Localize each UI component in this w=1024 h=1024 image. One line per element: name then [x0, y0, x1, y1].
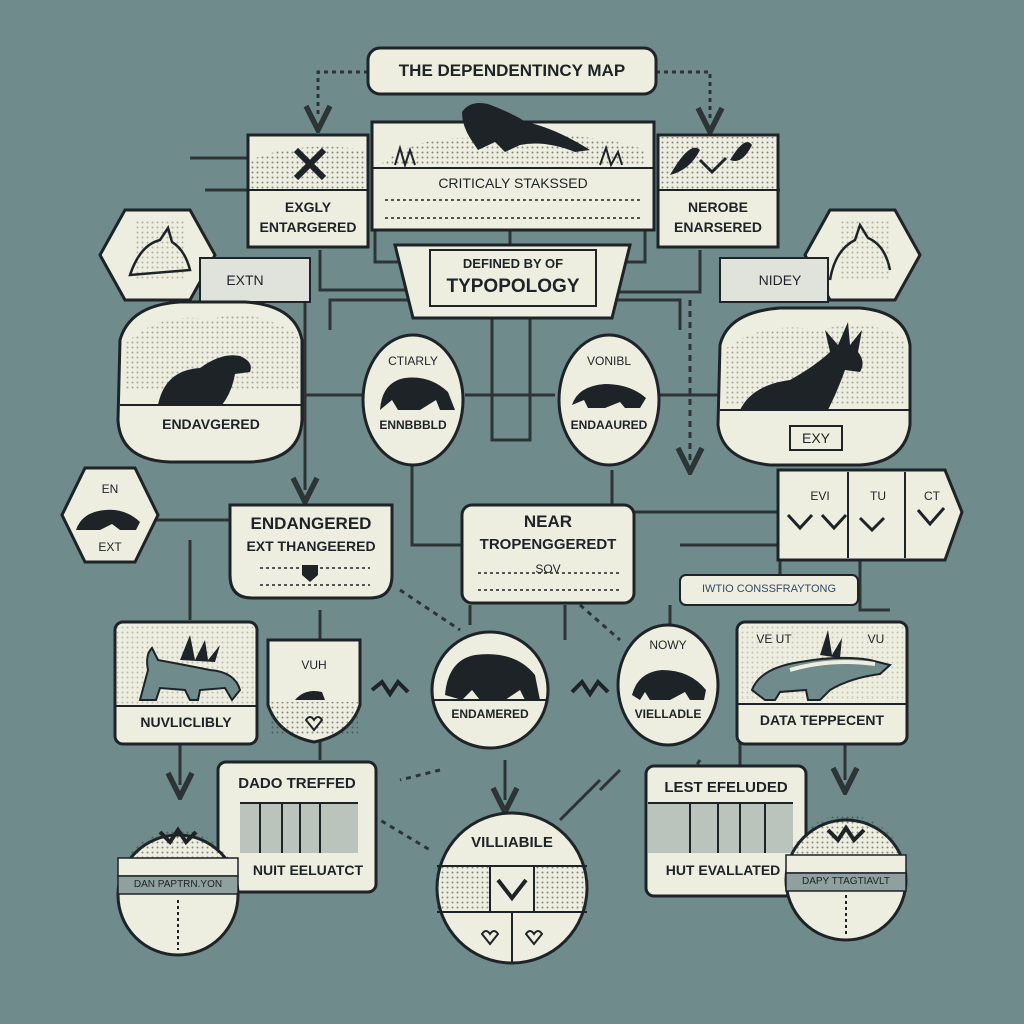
circle-vonibl-label: VONIBL: [586, 353, 631, 368]
checkmark-icon: [698, 156, 728, 175]
bear-silhouette-icon: [380, 377, 455, 410]
circle-ctiarly-label: CTIARLY: [388, 353, 438, 368]
row4-left-card: [113, 620, 259, 746]
mid-right-card-line1: NEAR: [523, 512, 573, 532]
bottom-left-box-sub: NUIT EELUATCT: [252, 861, 364, 878]
zigzag-arrow-right: [570, 678, 610, 698]
bottom-center-dial: [435, 811, 589, 965]
coyote-silhouette-icon: [138, 646, 242, 702]
bottom-left-dial-label: DAN PAPTRN.YON: [133, 878, 223, 890]
diagram-title: THE DEPENDENTINCY MAP: [398, 61, 626, 81]
right-strip: [776, 468, 964, 562]
left-hex-en: [60, 466, 160, 564]
ferret-silhouette-icon: [158, 355, 251, 405]
bottom-right-box: [644, 764, 808, 898]
top-left-card-line2: ENTARGERED: [259, 218, 357, 235]
row4-right-card-top-left: VE UT: [756, 631, 792, 646]
hub-label-line1: DEFINED BY OF: [462, 256, 564, 272]
bottom-left-box-title: DADO TREFFED: [238, 775, 356, 793]
right-banner-box: [679, 574, 859, 606]
bottom-right-box-sub: HUT EVALLATED: [665, 861, 781, 878]
row4-left-card-label: NUVLICLIBLY: [140, 713, 232, 730]
deer-silhouette-icon: [740, 322, 863, 410]
plant-icon: [180, 635, 220, 662]
shield-mini-icon: [302, 565, 318, 582]
circle-ctiarly-sub: ENNBBBLD: [379, 417, 447, 432]
left-animal-hex: [98, 208, 217, 302]
otter-silhouette-icon: [462, 103, 590, 152]
top-right-card-line1: NEROBE: [688, 198, 748, 215]
circle-vonibl-sub: ENDAAURED: [570, 417, 648, 432]
bottom-right-dial-label: DAPY TTAGTIAVLT: [802, 875, 890, 887]
mid-right-card-line2: TROPENGGEREDT: [479, 536, 617, 554]
row4-center-circle-label: ENDAMERED: [451, 706, 529, 721]
x-mark-icon: [293, 147, 327, 181]
row4-shield-label: VUH: [301, 657, 327, 672]
left-hex-line1: EN: [101, 481, 119, 496]
mid-left-card: [228, 503, 394, 600]
hub-label-box: [429, 249, 597, 307]
row4-shield: [266, 638, 362, 744]
mid-right-card-sub: SOV: [535, 561, 561, 576]
left-side-tag: EXTN: [226, 271, 264, 288]
bottom-center-dial-label: VILLIABILE: [471, 834, 553, 852]
top-center-card-label: CRITICALY STAKSSED: [438, 174, 588, 191]
weasel-silhouette-icon: [76, 509, 140, 530]
right-scene: [716, 306, 912, 467]
bottom-right-dial: [784, 815, 908, 942]
right-scene-label: EXY: [801, 429, 830, 446]
hub-label-line2: TYPOPOLOGY: [446, 276, 580, 298]
top-right-card-line2: ENARSERED: [674, 218, 762, 235]
zigzag-arrow-left: [370, 678, 410, 698]
right-strip-item-2: TU: [870, 488, 886, 503]
row4-right-card-label: DATA TEPPECENT: [759, 711, 885, 728]
row4-right-circle-label: VIELLADLE: [634, 706, 702, 721]
left-side-tag-box: [199, 257, 311, 303]
chevron-dial-right-icon: [826, 824, 866, 844]
right-animal-hex: [803, 208, 922, 302]
chevron-dial-left-icon: [158, 826, 198, 846]
right-side-tag: NIDEY: [758, 271, 802, 288]
left-hex-line2: EXT: [98, 539, 122, 554]
heart-dial-icon-2: [524, 930, 544, 946]
circle-ctiarly: [361, 333, 465, 467]
grass-icon: [394, 144, 623, 169]
circle-vonibl: [557, 333, 661, 467]
bottom-right-box-title: LEST EFELUDED: [664, 779, 788, 797]
exy-tag-box: [789, 425, 843, 451]
top-left-card-line1: EXGLY: [284, 198, 332, 215]
left-scene-label: ENDAVGERED: [162, 415, 260, 432]
top-left-card: [246, 133, 370, 249]
badger-silhouette-icon: [572, 384, 646, 408]
row4-right-card: [735, 620, 909, 746]
row4-center-circle: [430, 630, 550, 750]
row4-right-circle-top: NOWY: [649, 637, 687, 652]
mid-left-card-line2: EXT THANGEERED: [246, 537, 376, 554]
leaf-icon: [670, 142, 752, 175]
plant-right-icon: [820, 630, 842, 658]
right-side-tag-box: [719, 257, 829, 303]
right-strip-item-3: CT: [924, 488, 940, 503]
title-box: [366, 46, 658, 96]
row4-right-card-top-right: VU: [867, 631, 885, 646]
right-banner-label: IWTIO CONSSFRAYTONG: [701, 583, 837, 596]
heart-small-icon: [304, 716, 324, 732]
mid-left-card-line1: ENDANGERED: [250, 514, 372, 534]
bear-small-silhouette-icon: [632, 670, 706, 700]
mid-right-card: [460, 503, 636, 605]
honey-badger-silhouette-icon: [750, 656, 893, 701]
heart-dial-icon-1: [480, 930, 500, 946]
bear-large-silhouette-icon: [445, 654, 540, 700]
right-strip-item-1: EVI: [810, 488, 830, 503]
bottom-left-dial: [116, 826, 240, 957]
bottom-left-box: [216, 760, 378, 894]
left-scene: [116, 300, 304, 464]
top-right-card: [656, 133, 780, 249]
chevron-dial-center-icon: [496, 878, 528, 902]
top-center-card: [370, 103, 656, 232]
row4-right-circle: [616, 623, 720, 747]
